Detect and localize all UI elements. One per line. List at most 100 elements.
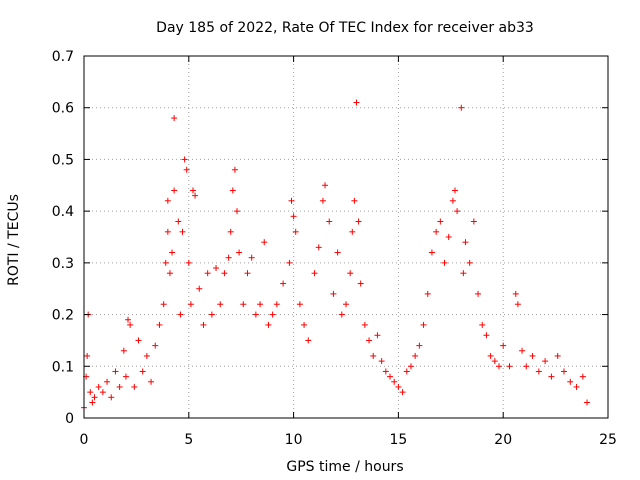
- data-point: [437, 218, 444, 225]
- data-point: [416, 342, 423, 349]
- x-tick-label: 5: [184, 432, 193, 448]
- data-point: [399, 389, 406, 396]
- data-point: [374, 332, 381, 339]
- data-point: [296, 301, 303, 308]
- data-point: [192, 192, 199, 199]
- axis-ticks: 0 0.1 0.2 0.3 0.4 0.5 0.6 0.7 0 5 10 15 20 25: [52, 49, 617, 448]
- y-tick-label: 0.3: [52, 256, 74, 272]
- data-point: [412, 352, 419, 359]
- data-point: [231, 166, 238, 173]
- y-tick-label: 0.7: [52, 49, 74, 65]
- x-tick-label: 25: [599, 432, 617, 448]
- data-point: [355, 218, 362, 225]
- data-point: [460, 270, 467, 277]
- data-point: [573, 383, 580, 390]
- data-point: [125, 316, 132, 323]
- data-point: [240, 301, 247, 308]
- data-point: [441, 259, 448, 266]
- data-point: [519, 347, 526, 354]
- data-point: [135, 337, 142, 344]
- data-point: [112, 368, 119, 375]
- data-point: [349, 228, 356, 235]
- data-point: [122, 373, 129, 380]
- data-point: [229, 187, 236, 194]
- data-point: [171, 187, 178, 194]
- data-point: [347, 270, 354, 277]
- data-point: [189, 187, 196, 194]
- data-point: [236, 249, 243, 256]
- data-point: [475, 290, 482, 297]
- data-point: [449, 197, 456, 204]
- data-point: [514, 301, 521, 308]
- x-tick-label: 0: [80, 432, 89, 448]
- data-point: [584, 399, 591, 406]
- data-point: [535, 368, 542, 375]
- data-point: [462, 239, 469, 246]
- data-point: [382, 368, 389, 375]
- data-point: [183, 166, 190, 173]
- data-point: [257, 301, 264, 308]
- data-point: [315, 244, 322, 251]
- grid-layer: [84, 56, 608, 418]
- data-point: [529, 352, 536, 359]
- data-point: [458, 104, 465, 111]
- data-point: [554, 352, 561, 359]
- data-point: [131, 383, 138, 390]
- data-point: [273, 301, 280, 308]
- y-tick-label: 0.6: [52, 101, 74, 117]
- data-point: [366, 337, 373, 344]
- data-point: [305, 337, 312, 344]
- x-tick-label: 15: [389, 432, 407, 448]
- data-point: [387, 373, 394, 380]
- y-tick-label: 0.1: [52, 359, 74, 375]
- data-point: [560, 368, 567, 375]
- data-point: [108, 394, 115, 401]
- x-tick-label: 20: [494, 432, 512, 448]
- data-point: [248, 254, 255, 261]
- data-point: [91, 394, 98, 401]
- data-point: [343, 301, 349, 308]
- data-point: [326, 218, 333, 225]
- data-point: [221, 270, 228, 277]
- data-point: [424, 290, 431, 297]
- data-point: [89, 399, 96, 406]
- data-point: [466, 259, 473, 266]
- data-point: [84, 352, 91, 359]
- data-point: [217, 301, 224, 308]
- x-axis-label: GPS time / hours: [286, 459, 403, 475]
- data-point: [334, 249, 341, 256]
- data-point: [479, 321, 486, 328]
- data-point: [187, 301, 194, 308]
- data-point: [542, 358, 549, 365]
- data-point: [152, 342, 159, 349]
- data-point: [451, 187, 458, 194]
- data-point: [87, 389, 94, 396]
- data-point: [99, 389, 106, 396]
- data-point: [491, 358, 498, 365]
- data-point: [351, 197, 358, 204]
- data-point: [166, 270, 173, 277]
- y-tick-label: 0.5: [52, 152, 74, 168]
- data-point: [185, 259, 192, 266]
- data-point: [177, 311, 184, 318]
- data-point: [353, 99, 360, 106]
- data-point: [120, 347, 127, 354]
- data-point: [244, 270, 251, 277]
- data-point: [204, 270, 211, 277]
- data-point: [179, 228, 186, 235]
- data-point: [487, 352, 494, 359]
- data-point: [208, 311, 215, 318]
- data-point: [428, 249, 435, 256]
- data-point: [200, 321, 207, 328]
- y-axis-label: ROTI / TECUs: [6, 194, 22, 286]
- data-point: [290, 213, 297, 220]
- data-point: [301, 321, 308, 328]
- data-point: [181, 156, 188, 163]
- data-point: [579, 373, 586, 380]
- data-point: [407, 363, 414, 370]
- data-point: [280, 280, 287, 287]
- data-point: [395, 383, 402, 390]
- data-point: [162, 259, 169, 266]
- data-point: [169, 249, 176, 256]
- data-point: [292, 228, 299, 235]
